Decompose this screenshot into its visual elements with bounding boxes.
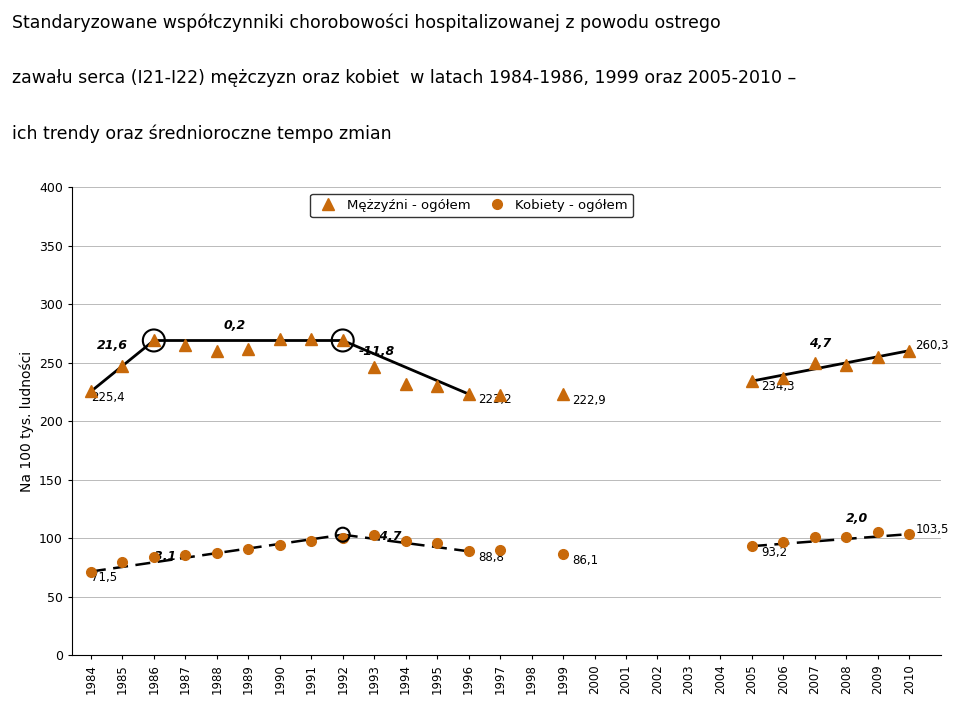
Text: -4,7: -4,7 (374, 530, 401, 543)
Text: 88,8: 88,8 (478, 551, 504, 564)
Text: 223,2: 223,2 (478, 393, 512, 406)
Text: zawału serca (I21-I22) mężczyzn oraz kobiet  w latach 1984-1986, 1999 oraz 2005-: zawału serca (I21-I22) mężczyzn oraz kob… (12, 69, 797, 87)
Text: 222,9: 222,9 (572, 394, 607, 407)
Legend: Mężzyźni - ogółem, Kobiety - ogółem: Mężzyźni - ogółem, Kobiety - ogółem (310, 194, 634, 217)
Text: -11,8: -11,8 (358, 345, 395, 358)
Y-axis label: Na 100 tys. ludności: Na 100 tys. ludności (19, 351, 34, 492)
Text: 4,7: 4,7 (808, 337, 830, 350)
Text: 71,5: 71,5 (91, 571, 117, 584)
Text: 103,5: 103,5 (916, 523, 949, 536)
Text: 3,1: 3,1 (154, 550, 176, 563)
Text: Standaryzowane współczynniki chorobowości hospitalizowanej z powodu ostrego: Standaryzowane współczynniki chorobowośc… (12, 14, 721, 32)
Text: 21,6: 21,6 (97, 339, 129, 352)
Text: 93,2: 93,2 (761, 546, 787, 559)
Text: 2,0: 2,0 (847, 513, 869, 526)
Text: 225,4: 225,4 (91, 391, 125, 404)
Text: 260,3: 260,3 (916, 339, 949, 353)
Text: 86,1: 86,1 (572, 554, 599, 567)
Text: ich trendy oraz średnioroczne tempo zmian: ich trendy oraz średnioroczne tempo zmia… (12, 125, 392, 143)
Text: 0,2: 0,2 (223, 319, 246, 333)
Text: 234,3: 234,3 (761, 380, 795, 393)
